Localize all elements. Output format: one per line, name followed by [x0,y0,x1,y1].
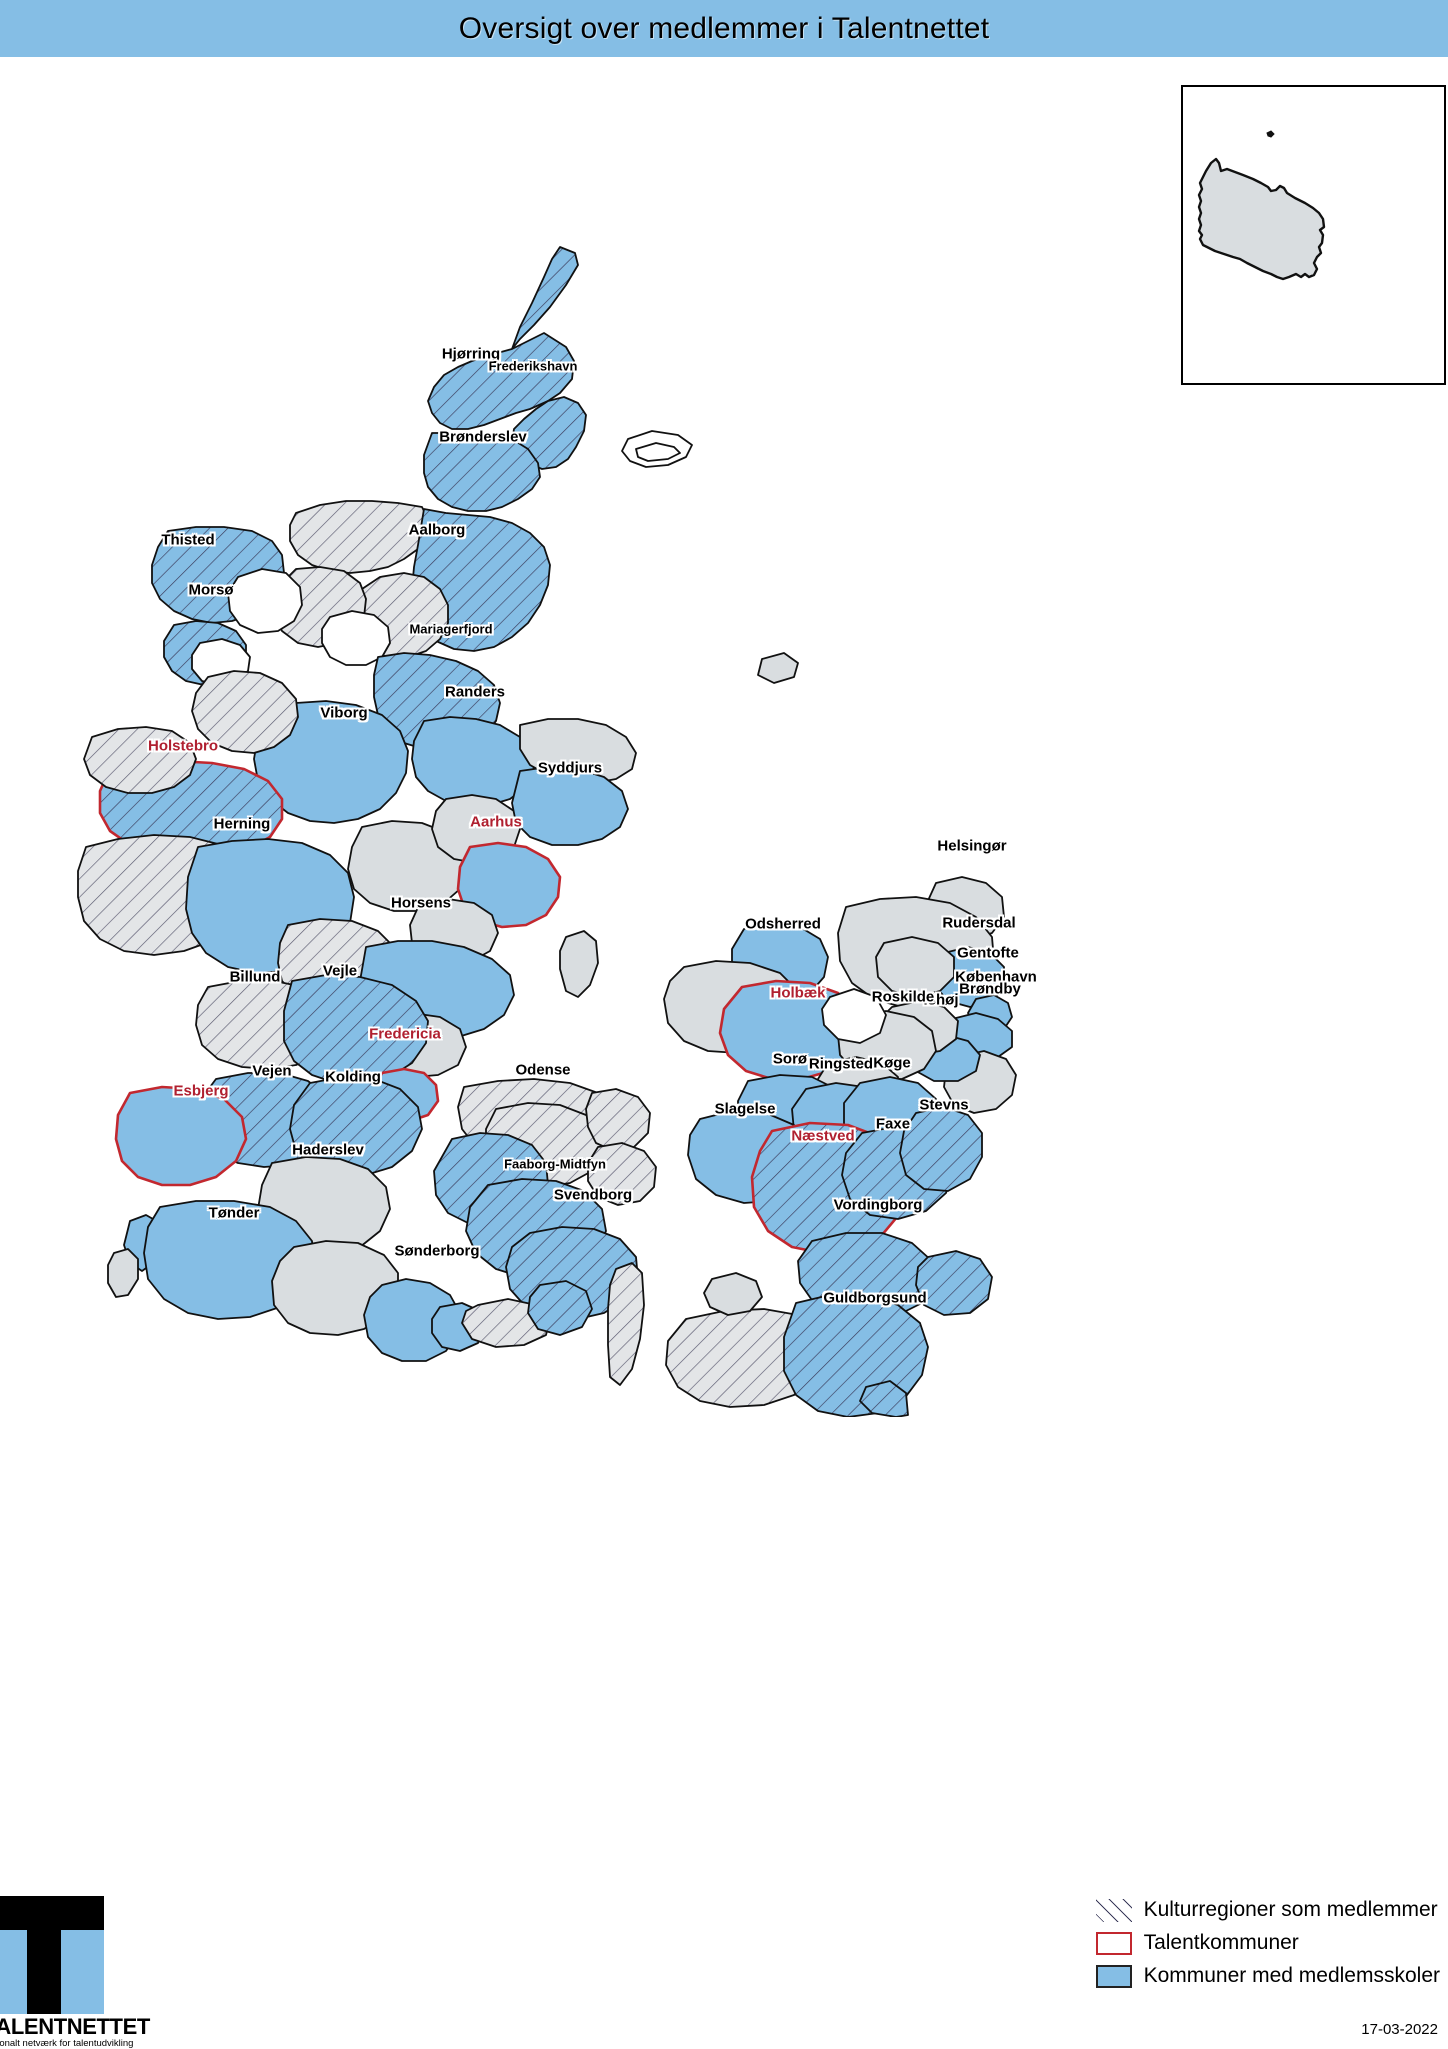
map-legend: Kulturregioner som medlemmer Talentkommu… [1095,1898,1440,1988]
municipality-layer [77,246,1017,1418]
region-hjorring [427,332,575,430]
talentnettet-t-mark-icon [0,1895,104,2014]
logo-tagline: nationalt netværk for talentudvikling [0,2037,134,2049]
region-samso [559,930,599,998]
page-title: Oversigt over medlemmer i Talentnettet [458,11,990,45]
legend-label: Talentkommuner [1143,1931,1299,1954]
region-stevns [899,1106,983,1192]
region-taasinge [527,1280,593,1336]
red-outline-swatch-icon [1095,1931,1132,1955]
region-laeso-inner [635,442,681,462]
region-mon [915,1250,993,1316]
region-esbjerg [114,1085,248,1187]
region-romo [107,1248,139,1298]
legend-item-medlemsskoler: Kommuner med medlemsskoler [1095,1964,1440,1988]
region-skagen-tip [511,246,579,350]
region-syddjurs [511,766,629,846]
bornholm-inset-box [1181,85,1446,385]
page-header: Oversigt over medlemmer i Talentnettet [0,0,1448,57]
region-sonderborg [363,1278,461,1362]
region-langeland [607,1262,645,1386]
region-hillerod-gray [875,936,955,998]
t-stem [27,1895,61,2014]
region-skive [191,670,299,754]
legend-label: Kommuner med medlemsskoler [1143,1964,1440,1987]
region-falster-tail [859,1380,909,1418]
region-bronderslev [423,432,541,512]
region-jammerbugt [289,500,429,574]
bornholm-inset-svg [1197,130,1326,281]
region-kolding [289,1076,423,1176]
blue-fill-swatch-icon [1095,1964,1132,1988]
region-lemvig [83,726,197,794]
region-nyborg [587,1142,657,1206]
bornholm-shape [1197,157,1326,281]
region-smaalands-island [703,1272,763,1316]
logo-wordmark: TALENTNETTET [0,2013,150,2039]
christiansoe-islet [1266,130,1275,138]
region-kerteminde [585,1088,651,1152]
region-aarhus [456,841,562,929]
denmark-map: Hjørring Frederikshavn Brønderslev Aalborg T… [0,57,1448,1418]
denmark-map-svg [77,246,1017,1418]
legend-item-kulturregioner: Kulturregioner som medlemmer [1095,1898,1440,1922]
region-limfjord-water-1 [227,568,303,634]
region-randers [411,716,535,806]
region-anholt [757,652,799,684]
talentnettet-logo: TALENTNETTET nationalt netværk for talen… [0,1895,150,2049]
region-isefjord-water [821,988,887,1044]
legend-item-talentkommuner: Talentkommuner [1095,1931,1440,1955]
date-stamp: 17-03-2022 [1361,2021,1438,2038]
legend-label: Kulturregioner som medlemmer [1143,1898,1438,1921]
region-limfjord-water-2 [321,610,391,666]
hatch-pattern-swatch-icon [1095,1898,1132,1922]
